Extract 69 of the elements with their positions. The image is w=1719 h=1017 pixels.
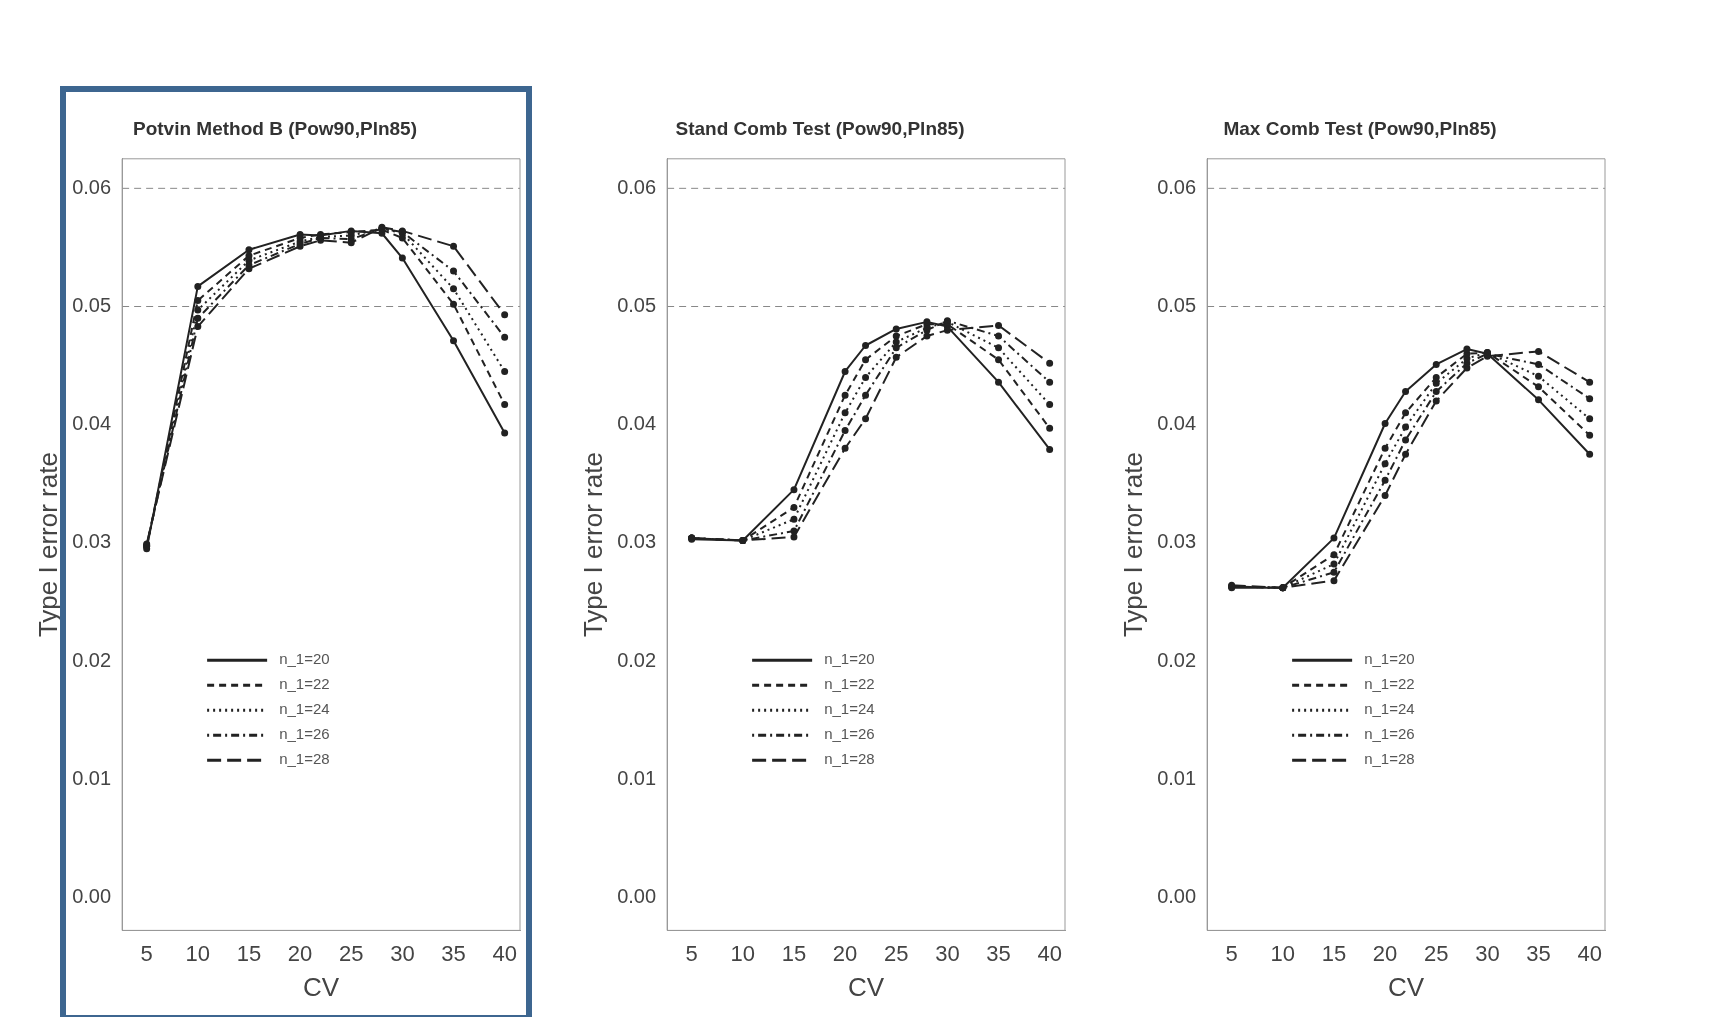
y-tick-label: 0.02 (72, 648, 112, 671)
x-tick-label: 40 (1577, 940, 1602, 966)
legend-label: n_1=24 (1364, 700, 1415, 718)
x-tick-label: 40 (1037, 940, 1062, 966)
x-tick-label: 30 (935, 940, 960, 966)
x-axis-title: CV (1388, 971, 1425, 1002)
x-tick-label: 10 (730, 940, 756, 966)
y-tick-label: 0.04 (72, 412, 112, 435)
x-tick-label: 15 (236, 940, 262, 966)
x-tick-label: 5 (1225, 940, 1238, 966)
legend-label: n_1=24 (279, 700, 330, 718)
y-axis-title: Type I error rate (577, 452, 608, 638)
y-tick-label: 0.05 (617, 294, 657, 317)
x-tick-label: 15 (781, 940, 807, 966)
chart-title: Potvin Method B (Pow90,Pln85) (133, 117, 417, 139)
y-tick-label: 0.00 (1157, 884, 1197, 907)
y-tick-label: 0.06 (617, 175, 657, 198)
x-tick-label: 35 (986, 940, 1011, 966)
y-tick-label: 0.03 (1157, 530, 1197, 553)
y-tick-label: 0.05 (1157, 294, 1197, 317)
y-tick-label: 0.06 (72, 175, 112, 198)
x-tick-label: 5 (140, 940, 153, 966)
x-tick-label: 25 (338, 940, 364, 966)
x-tick-label: 20 (832, 940, 858, 966)
y-tick-label: 0.04 (617, 412, 657, 435)
y-tick-label: 0.03 (617, 530, 657, 553)
x-tick-label: 20 (287, 940, 313, 966)
y-tick-label: 0.00 (617, 884, 657, 907)
x-tick-label: 35 (1526, 940, 1551, 966)
legend-label: n_1=22 (824, 675, 875, 693)
x-tick-label: 10 (1270, 940, 1296, 966)
y-tick-label: 0.05 (72, 294, 112, 317)
legend-label: n_1=22 (1364, 675, 1415, 693)
x-tick-label: 40 (492, 940, 517, 966)
legend-label: n_1=22 (279, 675, 330, 693)
legend-label: n_1=26 (1364, 725, 1415, 743)
x-tick-label: 15 (1321, 940, 1347, 966)
y-tick-label: 0.06 (1157, 175, 1197, 198)
y-tick-label: 0.01 (617, 766, 657, 789)
x-tick-label: 25 (883, 940, 909, 966)
x-tick-label: 30 (1475, 940, 1500, 966)
y-tick-label: 0.02 (1157, 648, 1197, 671)
legend-label: n_1=20 (279, 650, 330, 668)
y-tick-label: 0.03 (72, 530, 112, 553)
legend-label: n_1=20 (1364, 650, 1415, 668)
y-tick-label: 0.04 (1157, 412, 1197, 435)
x-tick-label: 20 (1372, 940, 1398, 966)
x-tick-label: 5 (685, 940, 698, 966)
x-tick-label: 30 (390, 940, 415, 966)
legend-label: n_1=20 (824, 650, 875, 668)
legend-label: n_1=26 (824, 725, 875, 743)
x-tick-label: 35 (441, 940, 466, 966)
x-tick-label: 10 (185, 940, 211, 966)
y-axis-title: Type I error rate (32, 452, 63, 638)
legend-label: n_1=28 (279, 750, 330, 768)
y-tick-label: 0.01 (1157, 766, 1197, 789)
legend-label: n_1=24 (824, 700, 875, 718)
legend-label: n_1=26 (279, 725, 330, 743)
x-tick-label: 25 (1423, 940, 1449, 966)
y-axis-title: Type I error rate (1117, 452, 1148, 638)
chart-title: Max Comb Test (Pow90,Pln85) (1223, 117, 1497, 139)
y-tick-label: 0.01 (72, 766, 112, 789)
chart-title: Stand Comb Test (Pow90,Pln85) (675, 117, 965, 139)
y-tick-label: 0.02 (617, 648, 657, 671)
legend-label: n_1=28 (1364, 750, 1415, 768)
x-axis-title: CV (848, 971, 885, 1002)
x-axis-title: CV (303, 971, 340, 1002)
y-tick-label: 0.00 (72, 884, 112, 907)
legend-label: n_1=28 (824, 750, 875, 768)
